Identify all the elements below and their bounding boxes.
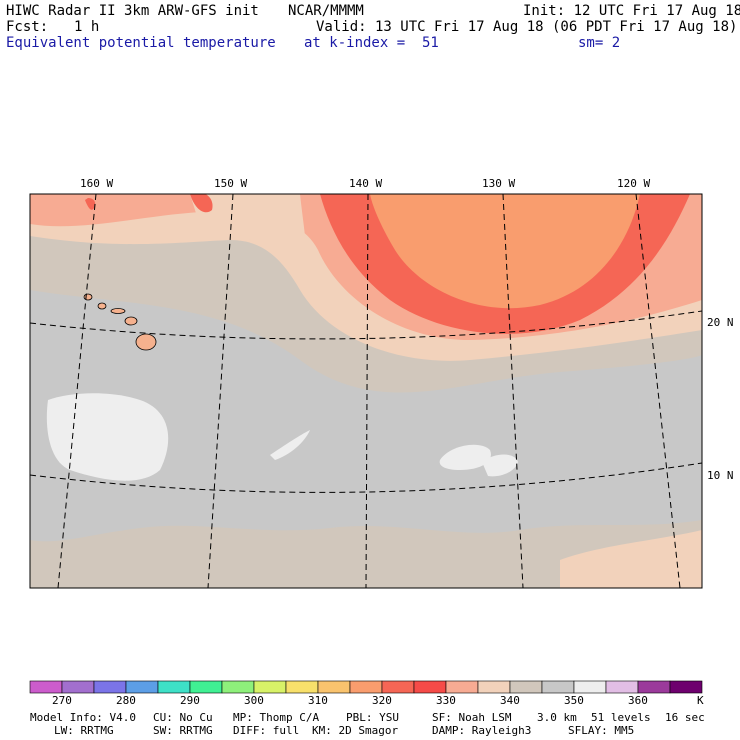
hawaii-islands — [83, 293, 157, 351]
init-time: Init: 12 UTC Fri 17 Aug 18 — [523, 3, 740, 19]
lon-line-150w — [207, 193, 234, 589]
colorbar-tick-label: 270 — [52, 694, 72, 707]
island-oahu — [97, 302, 107, 310]
lat-label-10n: 10 N — [707, 469, 734, 482]
colorbar-swatch — [125, 680, 159, 694]
level-index: at k-index = 51 — [304, 35, 439, 51]
field-patch-light-2 — [439, 444, 491, 470]
colorbar-tick-label: 340 — [500, 694, 520, 707]
colorbar-swatch — [637, 680, 671, 694]
lon-label-160w: 160 W — [80, 177, 114, 190]
colorbar-swatch — [605, 680, 639, 694]
colorbar-swatch — [445, 680, 479, 694]
colorbar-tick-label: 310 — [308, 694, 328, 707]
footer-sflay: SFLAY: MM5 — [568, 724, 635, 737]
colorbar-unit: K — [697, 694, 704, 707]
forecast-hour: 1 h — [74, 19, 100, 35]
colorbar-tick-label: 280 — [116, 694, 136, 707]
colorbar-swatch — [285, 680, 319, 694]
field-region-tan-channel — [190, 194, 307, 280]
lon-label-150w: 150 W — [214, 177, 248, 190]
colorbar-swatch — [221, 680, 255, 694]
colorbar-tick-label: 320 — [372, 694, 392, 707]
colorbar-swatch — [93, 680, 127, 694]
footer-diffusion: DIFF: full — [233, 724, 300, 737]
colorbar-tick-label: 330 — [436, 694, 456, 707]
footer-damping: DAMP: Rayleigh3 — [432, 724, 532, 737]
colorbar-swatch — [573, 680, 607, 694]
field-patch-light-1 — [46, 393, 169, 481]
footer-model-info: Model Info: V4.0 — [30, 711, 136, 724]
colorbar-swatch — [541, 680, 575, 694]
graticule — [29, 193, 703, 589]
model-title: HIWC Radar II 3km ARW-GFS init — [6, 3, 259, 19]
lat-line-10n — [29, 462, 703, 493]
field-region-grey — [30, 290, 702, 542]
colorbar-tick-label: 350 — [564, 694, 584, 707]
lat-label-20n: 20 N — [707, 316, 734, 329]
footer-levels: 51 levels — [591, 711, 651, 724]
colorbar-tick-label: 360 — [628, 694, 648, 707]
field-name: Equivalent potential temperature — [6, 35, 276, 51]
colorbar-swatch — [477, 680, 511, 694]
lon-line-140w — [365, 193, 369, 589]
valid-time: Valid: 13 UTC Fri 17 Aug 18 (06 PDT Fri … — [316, 19, 738, 35]
colorbar-swatch — [509, 680, 543, 694]
island-molokai — [110, 308, 126, 314]
footer-shortwave: SW: RRTMG — [153, 724, 213, 737]
colorbar-swatch — [317, 680, 351, 694]
island-kauai — [83, 293, 93, 301]
lon-label-130w: 130 W — [482, 177, 516, 190]
field-blob-red-1 — [190, 194, 213, 213]
footer-longwave: LW: RRTMG — [54, 724, 114, 737]
colorbar-swatch — [669, 680, 703, 694]
map-frame — [29, 193, 703, 589]
field-region-lower-tan — [560, 530, 702, 588]
colorbar-swatch — [413, 680, 447, 694]
source-label: NCAR/MMMM — [288, 3, 364, 19]
footer-resolution: 3.0 km — [537, 711, 577, 724]
field-patch-light-4 — [270, 430, 310, 460]
footer-surface: SF: Noah LSM — [432, 711, 512, 724]
lon-label-120w: 120 W — [617, 177, 651, 190]
lon-line-130w — [502, 193, 524, 589]
lat-line-20n — [29, 310, 703, 340]
island-maui — [124, 316, 138, 326]
footer-pbl: PBL: YSU — [346, 711, 399, 724]
lon-line-120w — [635, 193, 681, 589]
colorbar-swatch — [29, 680, 63, 694]
lon-label-140w: 140 W — [349, 177, 383, 190]
smoothing-value: sm= 2 — [578, 35, 621, 51]
colorbar-swatch — [189, 680, 223, 694]
colorbar-tick-label: 300 — [244, 694, 264, 707]
colorbar-swatch — [157, 680, 191, 694]
colorbar-swatch — [61, 680, 95, 694]
field-patch-light-3 — [482, 454, 518, 477]
colorbar-swatch — [381, 680, 415, 694]
colorbar-swatch — [349, 680, 383, 694]
footer-microphysics: MP: Thomp C/A — [233, 711, 320, 724]
footer-km: KM: 2D Smagor — [312, 724, 399, 737]
lon-line-160w — [57, 193, 97, 589]
forecast-label: Fcst: — [6, 19, 49, 35]
colorbar — [29, 680, 703, 694]
field-region-orange — [370, 194, 640, 309]
footer-cumulus: CU: No Cu — [153, 711, 213, 724]
island-big — [135, 333, 157, 351]
field-blob-red-2 — [85, 198, 96, 210]
colorbar-tick-label: 290 — [180, 694, 200, 707]
colorbar-swatch — [253, 680, 287, 694]
footer-timestep: 16 sec — [665, 711, 705, 724]
